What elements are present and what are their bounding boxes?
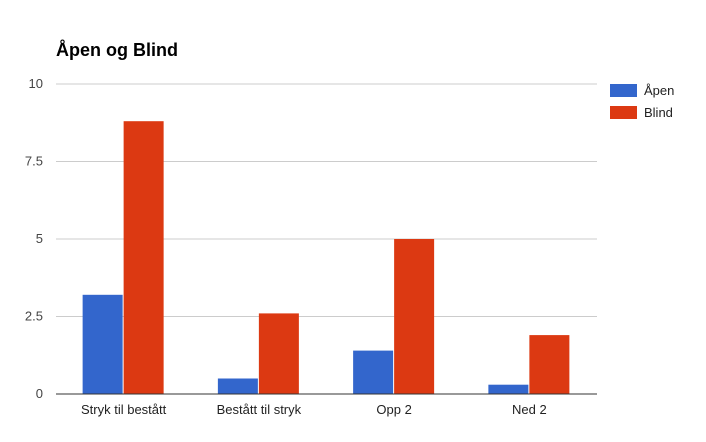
y-tick-label: 2.5 [25, 309, 43, 324]
y-tick-label: 0 [36, 386, 43, 401]
bar-blind [123, 121, 164, 394]
bar-apen [353, 350, 394, 394]
y-tick-label: 5 [36, 231, 43, 246]
x-tick-label: Opp 2 [376, 402, 411, 417]
bar-apen [488, 384, 529, 394]
chart-title: Åpen og Blind [56, 40, 178, 60]
legend-label: Åpen [644, 83, 674, 98]
x-tick-label: Stryk til bestått [81, 402, 167, 417]
y-tick-label: 7.5 [25, 154, 43, 169]
bar-blind [394, 239, 435, 394]
legend-swatch [610, 106, 637, 119]
legend-swatch [610, 84, 637, 97]
y-tick-label: 10 [29, 76, 43, 91]
legend-label: Blind [644, 105, 673, 120]
bar-blind [258, 313, 299, 394]
bar-blind [529, 335, 570, 394]
bar-apen [82, 294, 123, 394]
bar-apen [217, 378, 258, 394]
x-tick-label: Ned 2 [512, 402, 547, 417]
x-tick-label: Bestått til stryk [217, 402, 302, 417]
